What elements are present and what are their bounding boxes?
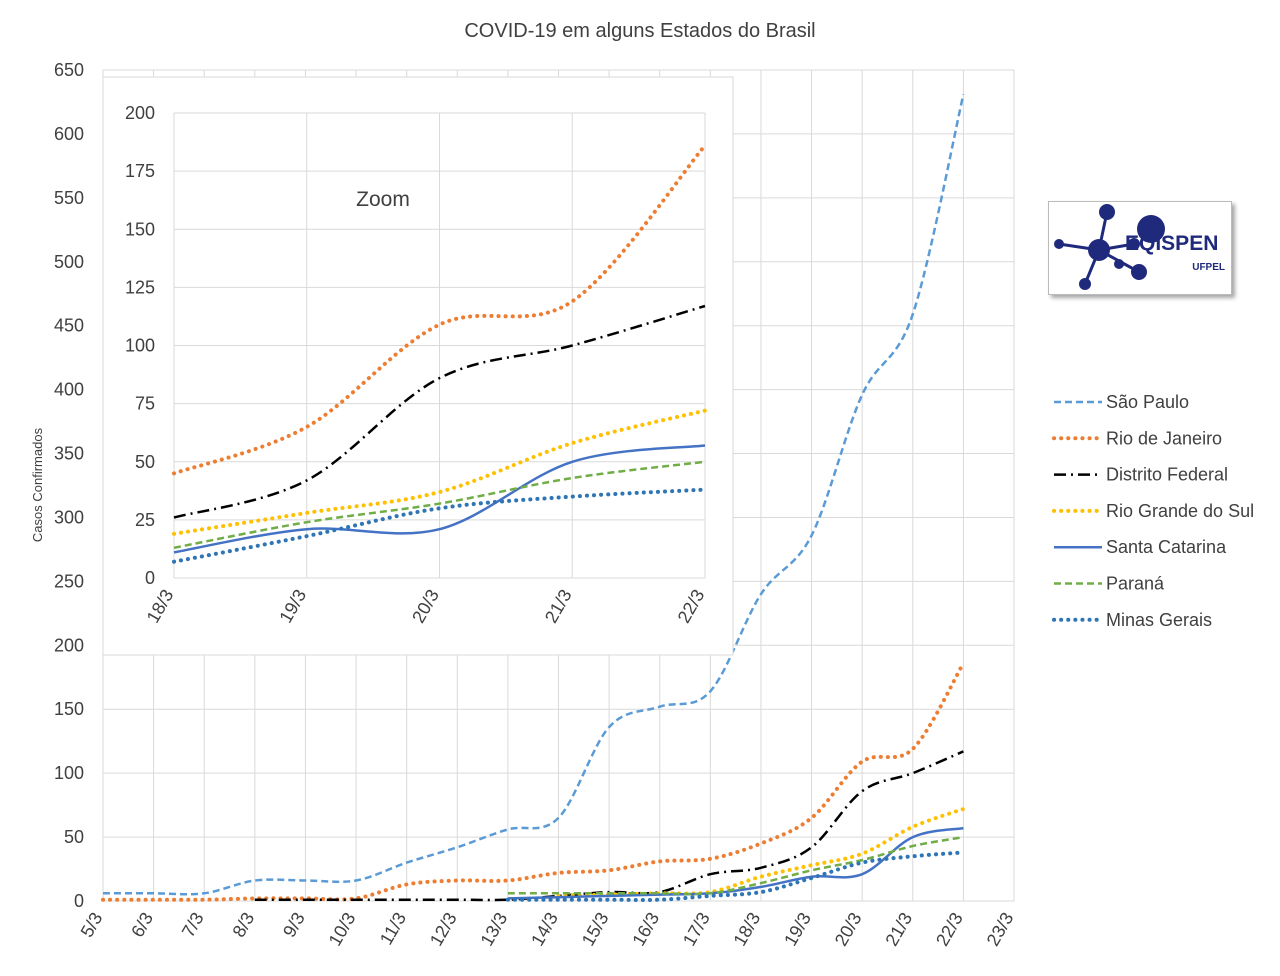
zoom-panel bbox=[102, 76, 734, 656]
main-y-tick-label: 100 bbox=[54, 763, 84, 783]
main-x-tick-label: 21/3 bbox=[881, 909, 916, 949]
legend-label-parana: Paraná bbox=[1106, 574, 1165, 594]
main-y-tick-label: 450 bbox=[54, 316, 84, 336]
molecule-logo-icon bbox=[1054, 204, 1165, 290]
main-y-tick-label: 350 bbox=[54, 444, 84, 464]
zoom-y-tick-label: 175 bbox=[125, 161, 155, 181]
zoom-y-tick-label: 25 bbox=[135, 510, 155, 530]
main-y-tick-label: 0 bbox=[74, 891, 84, 911]
zoom-series-minas-gerais bbox=[172, 487, 707, 564]
zoom-series-distrito-federal bbox=[173, 304, 706, 519]
main-x-tick-label: 16/3 bbox=[628, 909, 663, 949]
main-y-tick-label: 400 bbox=[54, 380, 84, 400]
zoom-y-tick-label: 125 bbox=[125, 277, 155, 297]
zoom-y-tick-label: 100 bbox=[125, 336, 155, 356]
main-x-ticks: 5/3 6/3 7/3 8/3 9/3 10/3 11/3 12/3 13/3 14/3 15/3 1… bbox=[77, 909, 1018, 949]
main-series bbox=[101, 94, 966, 903]
main-x-tick-label: 11/3 bbox=[376, 909, 410, 948]
main-x-tick-label: 17/3 bbox=[679, 909, 714, 949]
legend-label-sao-paulo: São Paulo bbox=[1106, 392, 1189, 412]
zoom-y-tick-label: 0 bbox=[145, 568, 155, 588]
zoom-series-parana bbox=[173, 460, 706, 550]
main-x-tick-label: 19/3 bbox=[780, 909, 815, 949]
zoom-y-tick-label: 200 bbox=[125, 103, 155, 123]
main-y-tick-label: 550 bbox=[54, 188, 84, 208]
main-x-tick-label: 18/3 bbox=[730, 909, 765, 949]
main-series-sao-paulo bbox=[103, 94, 965, 896]
main-x-tick-label: 23/3 bbox=[983, 909, 1018, 949]
main-y-tick-label: 600 bbox=[54, 124, 84, 144]
zoom-series-rio-grande-do-sul bbox=[172, 408, 707, 536]
main-y-tick-label: 200 bbox=[54, 635, 84, 655]
main-x-tick-label: 5/3 bbox=[77, 909, 107, 941]
zoom-series-santa-catarina bbox=[173, 444, 706, 554]
main-y-tick-label: 50 bbox=[64, 827, 84, 847]
y-axis-label: Casos Confirmados bbox=[30, 427, 45, 542]
zoom-series bbox=[172, 143, 707, 564]
main-y-tick-label: 500 bbox=[54, 252, 84, 272]
main-x-tick-label: 13/3 bbox=[477, 909, 512, 949]
main-y-tick-label: 250 bbox=[54, 571, 84, 591]
main-y-tick-label: 150 bbox=[54, 699, 84, 719]
zoom-y-tick-label: 75 bbox=[135, 394, 155, 414]
chart-title: COVID-19 em alguns Estados do Brasil bbox=[464, 20, 815, 42]
main-x-tick-label: 22/3 bbox=[932, 909, 967, 949]
eqispen-logo: EQISPEN UFPEL bbox=[1048, 201, 1232, 295]
logo-sub: UFPEL bbox=[1192, 262, 1225, 273]
zoom-label: Zoom bbox=[356, 188, 410, 211]
zoom-y-ticks: 0 25 50 75 100 125 150 175 200 bbox=[125, 103, 155, 588]
main-y-ticks: 0 50 100 150 200 250 300 350 400 450 500 550 600 650 bbox=[54, 60, 84, 911]
zoom-y-tick-label: 150 bbox=[125, 219, 155, 239]
main-x-tick-label: 14/3 bbox=[527, 909, 562, 949]
main-x-tick-label: 10/3 bbox=[325, 909, 360, 949]
main-y-tick-label: 650 bbox=[54, 60, 84, 80]
logo-name: EQISPEN bbox=[1125, 232, 1219, 255]
main-series-minas-gerais bbox=[505, 850, 966, 903]
main-x-tick-label: 6/3 bbox=[127, 909, 157, 941]
zoom-grid bbox=[173, 112, 706, 579]
legend-label-rio-grande-do-sul: Rio Grande do Sul bbox=[1106, 501, 1254, 521]
legend-label-minas-gerais: Minas Gerais bbox=[1106, 610, 1212, 630]
zoom-series-rio-de-janeiro bbox=[172, 143, 707, 476]
main-x-tick-label: 9/3 bbox=[279, 909, 309, 941]
legend: São Paulo Rio de Janeiro Distrito Federal R… bbox=[1052, 392, 1254, 630]
main-series-santa-catarina bbox=[507, 826, 964, 900]
main-x-tick-label: 15/3 bbox=[578, 909, 613, 949]
zoom-y-tick-label: 50 bbox=[135, 452, 155, 472]
main-series-rio-de-janeiro bbox=[101, 661, 966, 902]
main-x-tick-label: 8/3 bbox=[228, 909, 258, 941]
main-x-tick-label: 20/3 bbox=[831, 909, 866, 949]
main-x-tick-label: 7/3 bbox=[178, 909, 208, 941]
main-x-tick-label: 12/3 bbox=[426, 909, 461, 949]
legend-label-rio-de-janeiro: Rio de Janeiro bbox=[1106, 428, 1222, 448]
legend-label-santa-catarina: Santa Catarina bbox=[1106, 537, 1227, 557]
main-y-tick-label: 300 bbox=[54, 507, 84, 527]
legend-label-distrito-federal: Distrito Federal bbox=[1106, 465, 1228, 485]
